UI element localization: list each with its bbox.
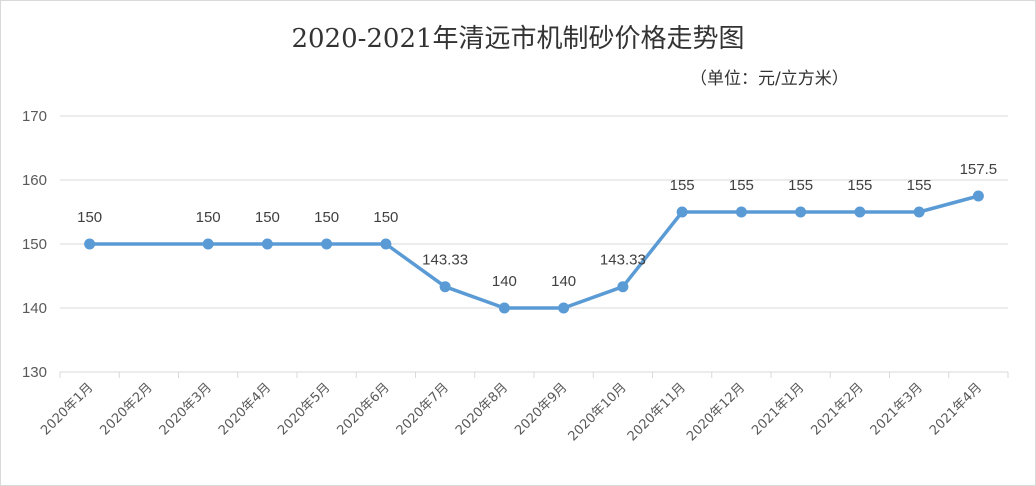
data-point [676, 206, 688, 218]
data-label: 155 [907, 177, 932, 194]
data-label: 150 [255, 209, 280, 226]
data-point [84, 238, 96, 250]
data-label: 155 [847, 177, 872, 194]
data-label: 150 [373, 209, 398, 226]
data-point [913, 206, 925, 218]
chart-unit-note: （单位：元/立方米） [690, 69, 849, 89]
data-label: 155 [788, 177, 813, 194]
data-point [261, 238, 273, 250]
x-tick-label: 2020年12月 [684, 380, 748, 444]
x-tick-label: 2020年7月 [394, 380, 452, 438]
data-label: 150 [77, 209, 102, 226]
x-tick-label: 2020年8月 [453, 380, 511, 438]
data-label: 140 [551, 273, 576, 290]
data-label: 143.33 [422, 252, 468, 269]
y-tick-label: 170 [22, 108, 47, 125]
x-tick-label: 2020年10月 [566, 380, 630, 444]
data-point [617, 281, 629, 293]
x-tick-label: 2020年3月 [157, 380, 215, 438]
data-point [972, 190, 984, 202]
x-tick-label: 2020年2月 [97, 380, 155, 438]
data-point [795, 206, 807, 218]
y-tick-label: 130 [22, 364, 47, 381]
data-label: 155 [670, 177, 695, 194]
y-tick-label: 140 [22, 300, 47, 317]
x-tick-label: 2021年1月 [749, 380, 807, 438]
data-point [202, 238, 214, 250]
x-tick-label: 2021年2月 [808, 380, 866, 438]
data-label: 143.33 [600, 252, 646, 269]
data-point [558, 302, 570, 314]
data-label: 150 [196, 209, 221, 226]
data-label: 157.5 [960, 161, 998, 178]
data-point [498, 302, 510, 314]
x-tick-label: 2020年1月 [38, 380, 96, 438]
data-point [380, 238, 392, 250]
x-tick-label: 2020年9月 [512, 380, 570, 438]
data-point [735, 206, 747, 218]
chart-title: 2020-2021年清远市机制砂价格走势图 [291, 24, 745, 54]
x-tick-label: 2020年11月 [625, 380, 689, 444]
data-point [321, 238, 333, 250]
x-tick-label: 2021年4月 [927, 380, 985, 438]
x-tick-label: 2020年4月 [216, 380, 274, 438]
x-tick-label: 2021年3月 [868, 380, 926, 438]
x-tick-label: 2020年6月 [334, 380, 392, 438]
data-point [854, 206, 866, 218]
series-line [87, 194, 981, 310]
data-label: 140 [492, 273, 517, 290]
data-label: 150 [314, 209, 339, 226]
data-point [439, 281, 451, 293]
x-tick-label: 2020年5月 [275, 380, 333, 438]
y-tick-label: 160 [22, 172, 47, 189]
y-tick-label: 150 [22, 236, 47, 253]
data-label: 155 [729, 177, 754, 194]
